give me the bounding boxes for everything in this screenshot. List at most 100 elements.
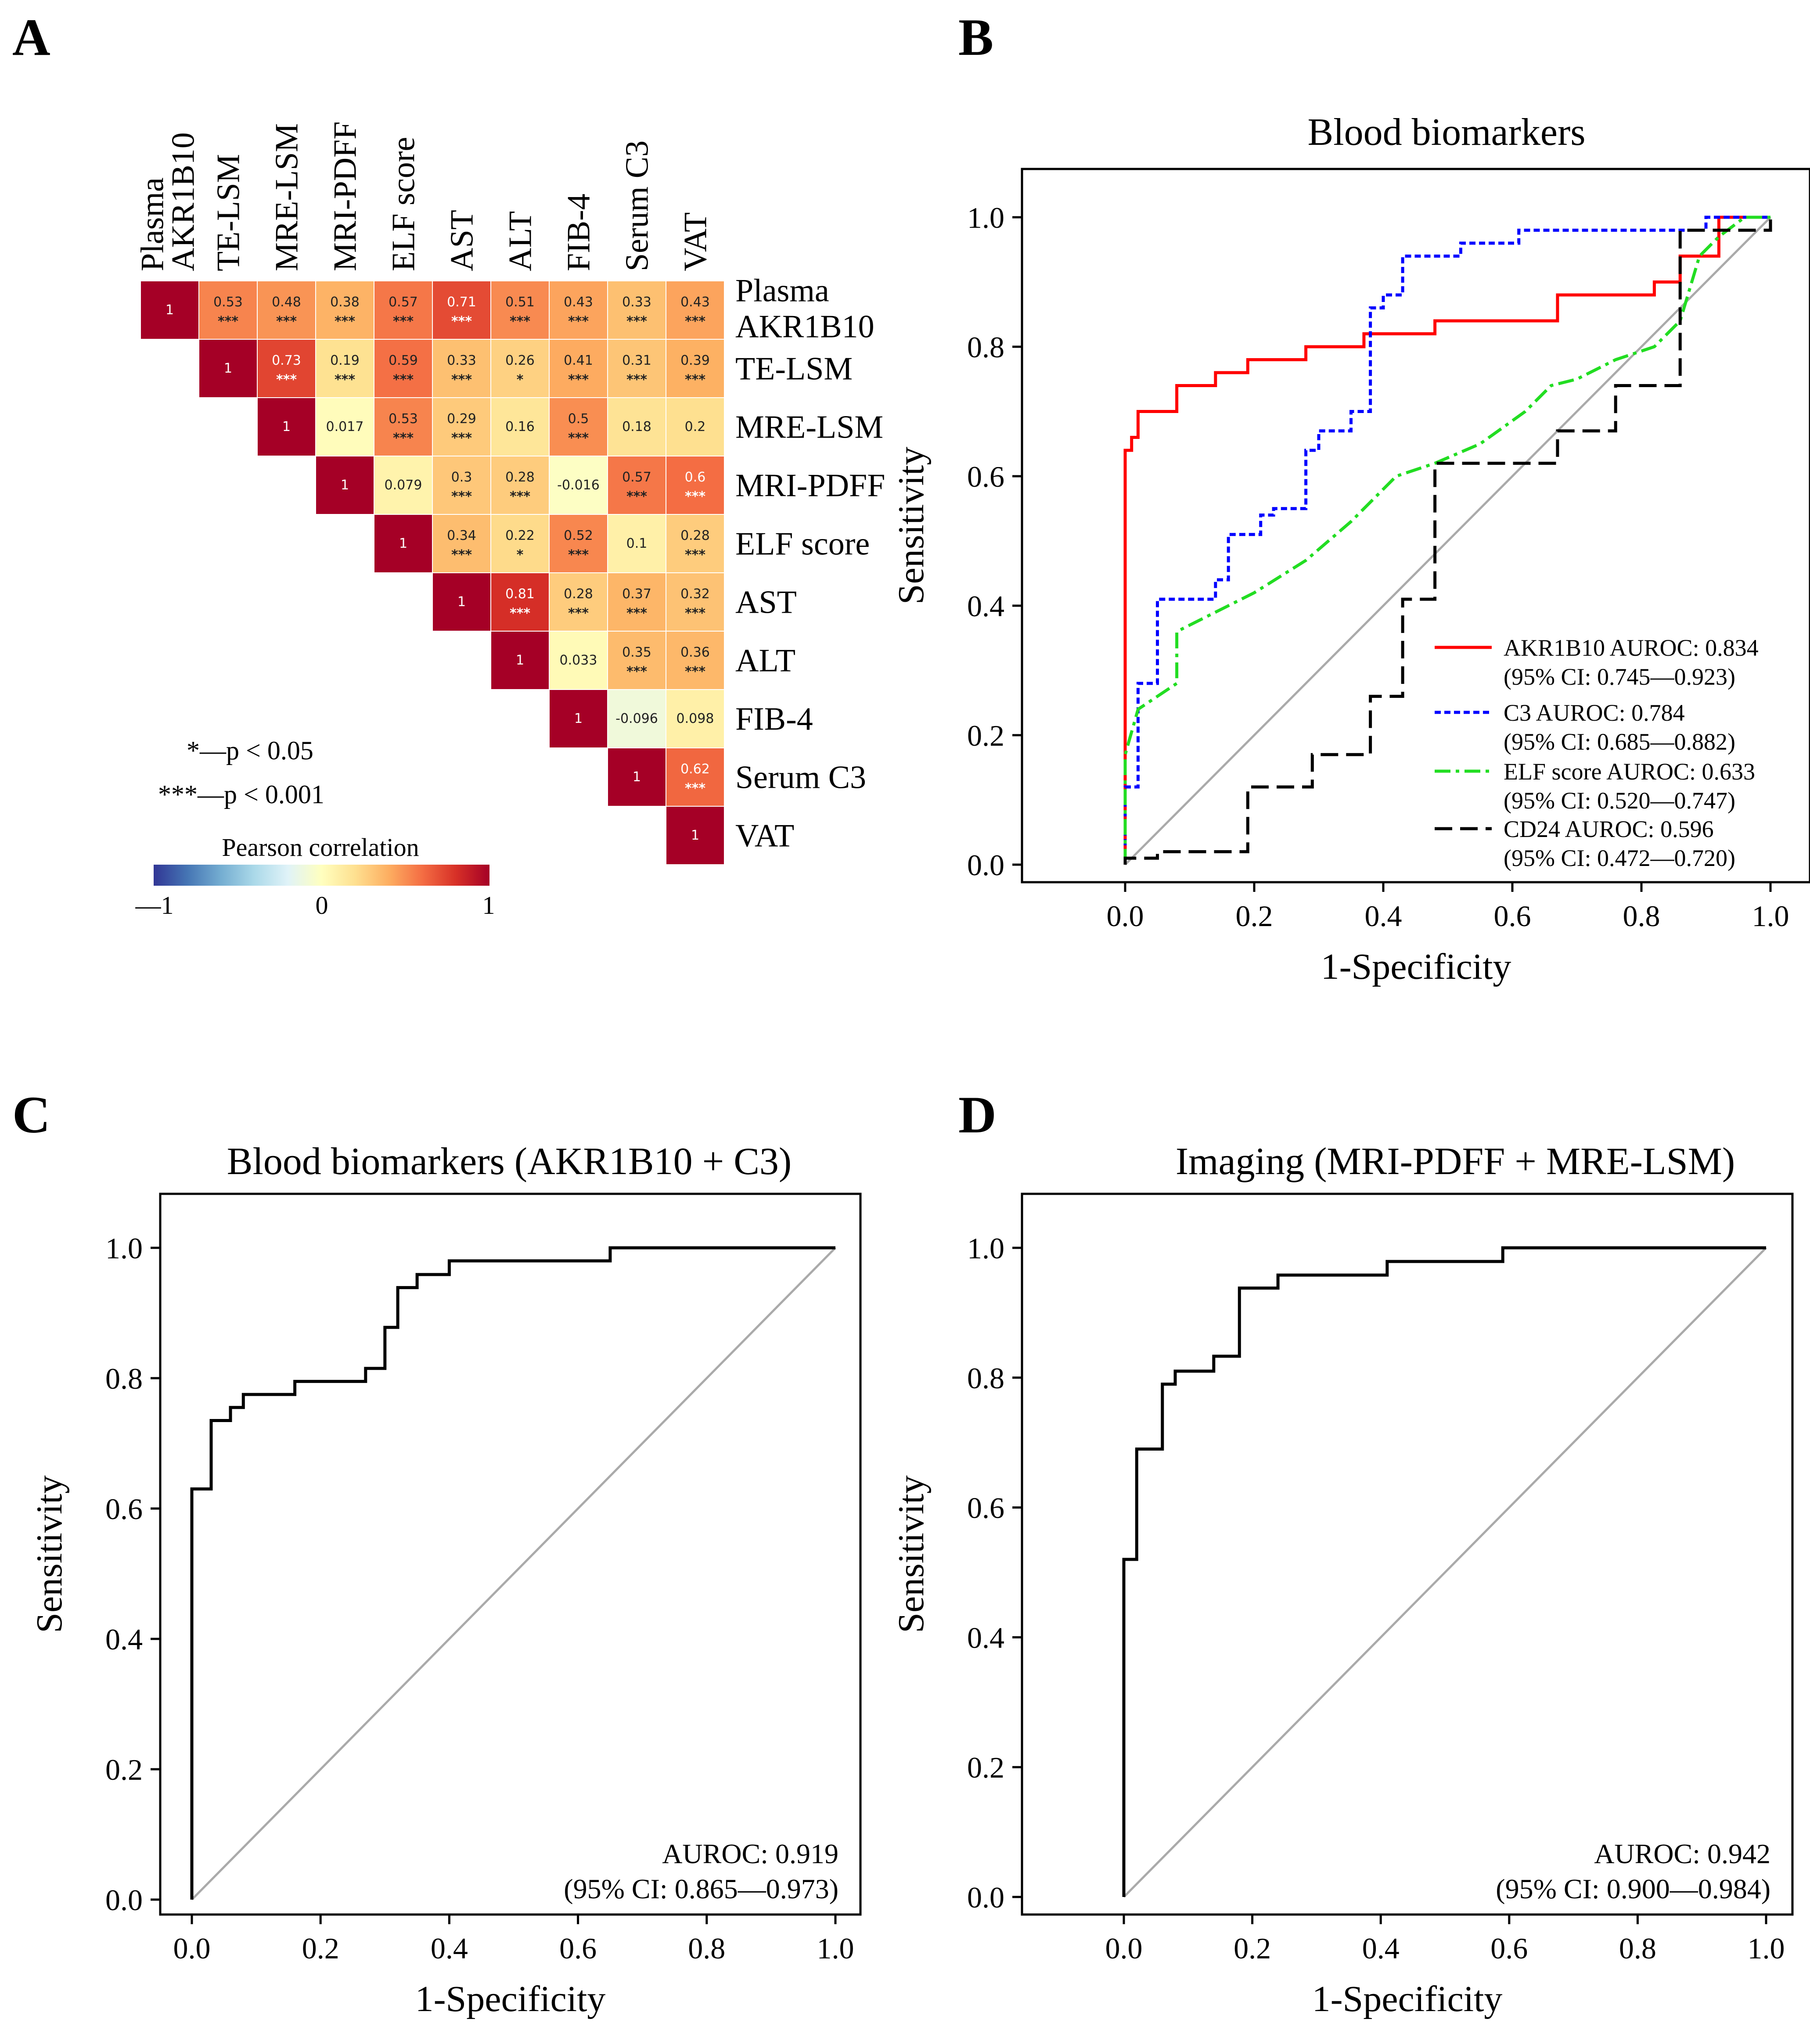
heatmap-cell-significance: *** (568, 314, 589, 329)
heatmap-cell-value: 0.2 (685, 419, 706, 435)
heatmap-cell-value: 1 (282, 419, 291, 435)
roc-b-legend: AKR1B10 AUROC: 0.834 (95% CI: 0.745—0.92… (1435, 635, 1759, 871)
reference-diagonal (1124, 216, 1771, 866)
heatmap-cell (490, 514, 550, 573)
heatmap-cell-value: 0.57 (622, 470, 651, 485)
heatmap-cell (549, 339, 608, 398)
x-tick-label: 0.4 (1362, 1932, 1400, 1965)
heatmap-cell-significance: *** (685, 606, 705, 621)
y-tick-label: 0.8 (967, 330, 1004, 364)
x-tick-label: 0.8 (1623, 899, 1660, 933)
heatmap-cell-value: 1 (516, 653, 524, 668)
heatmap-cell-value: 0.5 (568, 411, 589, 427)
correlation-heatmap: 10.53***0.48***0.38***0.57***0.71***0.51… (135, 122, 885, 865)
heatmap-row-label: ALT (735, 643, 795, 679)
heatmap-cell-value: 0.22 (505, 528, 535, 543)
heatmap-cell-value: 1 (224, 361, 232, 376)
y-axis-label: Sensitivity (891, 1475, 932, 1633)
heatmap-cell (607, 339, 666, 398)
heatmap-cell-significance: *** (685, 547, 705, 563)
y-tick-label: 0.8 (105, 1362, 143, 1395)
heatmap-cell-value: 1 (457, 594, 466, 610)
roc-chart-blood-biomarkers: 0.0 0.2 0.4 0.6 0.8 1.0 0.0 0.2 0.4 0.6 0.8 1.0 1-Sp… (891, 168, 1810, 987)
heatmap-cell-significance: *** (568, 606, 589, 621)
plot-frame (1021, 168, 1810, 884)
heatmap-cell (607, 280, 666, 340)
x-tick-label: 1.0 (817, 1932, 854, 1965)
heatmap-cell-value: 0.43 (680, 295, 710, 310)
heatmap-cell-value: 0.48 (272, 295, 301, 310)
heatmap-cell-value: 0.53 (213, 295, 243, 310)
roc-c-auroc: AUROC: 0.919 (662, 1838, 838, 1869)
x-tick-label: 0.0 (1107, 899, 1144, 933)
y-tick-label: 0.2 (967, 1751, 1004, 1784)
y-tick-label: 0.4 (967, 589, 1004, 623)
heatmap-cell (666, 339, 725, 398)
heatmap-col-label: FIB-4 (561, 194, 597, 271)
y-tick-label: 0.0 (967, 1881, 1004, 1914)
heatmap-cell (432, 456, 491, 515)
heatmap-cell (140, 280, 199, 340)
legend-label-cd24: CD24 AUROC: 0.596 (1504, 816, 1714, 842)
heatmap-col-label: Serum C3 (619, 140, 655, 271)
roc-curve-3 (1123, 217, 1772, 865)
heatmap-cell-significance: *** (510, 606, 530, 621)
heatmap-cell-value: 1 (633, 769, 641, 785)
heatmap-cell-significance: *** (685, 664, 705, 679)
significance-note-single: *—p < 0.05 (187, 736, 313, 765)
heatmap-cell-value: -0.096 (615, 711, 658, 726)
heatmap-cell-significance: *** (451, 489, 472, 504)
heatmap-col-label: MRI-PDFF (327, 122, 363, 271)
reference-diagonal (1123, 1247, 1767, 1898)
legend-label-akr1b10: AKR1B10 AUROC: 0.834 (1504, 635, 1759, 661)
heatmap-row-label: FIB-4 (735, 701, 813, 737)
heatmap-cell-significance: *** (335, 372, 355, 388)
y-tick-label: 0.6 (105, 1492, 143, 1526)
heatmap-cell (607, 514, 666, 573)
heatmap-cell (666, 631, 725, 690)
heatmap-cell (549, 514, 608, 573)
plot-frame (1021, 1193, 1794, 1916)
heatmap-cell (490, 280, 550, 340)
heatmap-row-label: TE-LSM (735, 351, 853, 387)
y-tick-label: 1.0 (967, 1232, 1004, 1265)
heatmap-cell-significance: *** (393, 372, 414, 388)
legend-ci-cd24: (95% CI: 0.472—0.720) (1504, 845, 1735, 871)
y-axis-label: Sensitivity (29, 1475, 70, 1633)
heatmap-cell (490, 631, 550, 690)
heatmap-cell-value: 0.33 (447, 353, 476, 368)
heatmap-cell-value: 0.19 (330, 353, 360, 368)
heatmap-cell (374, 397, 433, 456)
y-tick-label: 0.4 (967, 1621, 1004, 1654)
heatmap-cell-value: 0.33 (622, 295, 651, 310)
heatmap-cell-significance: *** (510, 314, 530, 329)
heatmap-cell-significance: *** (451, 547, 472, 563)
significance-note-triple: ***—p < 0.001 (158, 780, 324, 809)
heatmap-cell-value: 0.52 (564, 528, 593, 543)
y-tick-label: 0.4 (105, 1623, 143, 1656)
heatmap-cell-value: 0.28 (680, 528, 710, 543)
roc-c-ci: (95% CI: 0.865—0.973) (564, 1873, 838, 1904)
colorbar-tick-mid: 0 (316, 891, 328, 920)
heatmap-row-label: Plasma (735, 273, 829, 309)
heatmap-cell-significance: *** (393, 431, 414, 446)
heatmap-cell-value: 0.57 (389, 295, 418, 310)
heatmap-cell-value: 0.017 (326, 419, 364, 435)
heatmap-cell-value: -0.016 (557, 478, 600, 493)
heatmap-cell (315, 339, 374, 398)
heatmap-col-label: TE-LSM (211, 154, 247, 271)
y-tick-label: 0.0 (967, 848, 1004, 882)
heatmap-cell (549, 631, 608, 690)
heatmap-cell-value: 1 (166, 302, 174, 318)
heatmap-cell-value: 0.62 (680, 762, 710, 777)
y-tick-label: 1.0 (105, 1232, 143, 1265)
heatmap-cell-significance: *** (685, 314, 705, 329)
colorbar (154, 865, 489, 886)
heatmap-cell-value: 0.41 (564, 353, 593, 368)
heatmap-cell-significance: *** (626, 664, 647, 679)
heatmap-cell (549, 280, 608, 340)
heatmap-cell (432, 397, 491, 456)
colorbar-tick-max: 1 (482, 891, 495, 920)
heatmap-cell (198, 339, 258, 398)
y-tick-label: 0.6 (967, 460, 1004, 493)
